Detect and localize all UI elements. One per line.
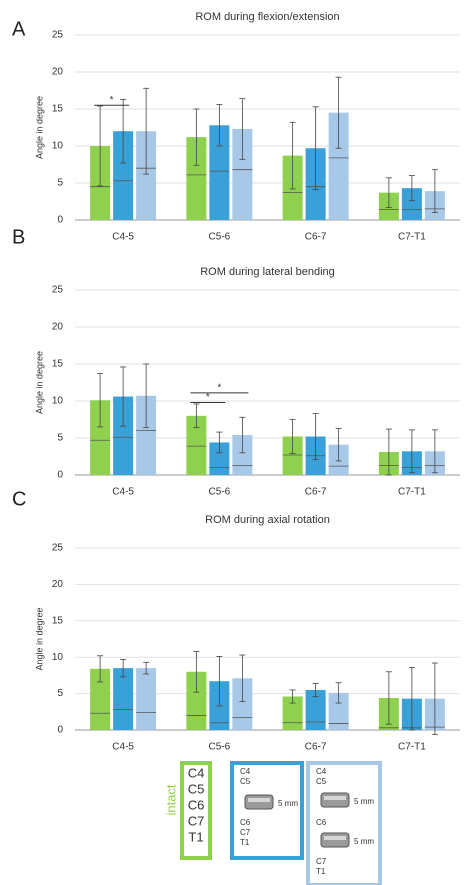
y-tick-label: 10 (52, 652, 64, 663)
bar (113, 668, 134, 730)
y-tick-label: 5 (57, 433, 63, 444)
legend-text: C6 (188, 797, 205, 812)
x-tick-label: C4-5 (112, 487, 134, 498)
legend-text: 5 mm (354, 837, 374, 846)
x-tick-label: C6-7 (305, 742, 327, 753)
x-tick-label: C7-T1 (398, 487, 426, 498)
panel-letter: A (12, 18, 26, 40)
y-axis-label: Angle in degree (34, 607, 44, 670)
legend-box (230, 761, 304, 860)
x-tick-label: C6-7 (305, 232, 327, 243)
legend-box (180, 761, 212, 860)
y-tick-label: 10 (52, 141, 64, 152)
legend-text: C6 (316, 818, 327, 827)
bar (209, 125, 230, 220)
legend-label: intact (163, 784, 178, 815)
y-tick-label: 25 (52, 30, 64, 41)
y-tick-label: 0 (57, 470, 63, 481)
bar (328, 112, 349, 220)
legend-text: C7 (188, 813, 205, 828)
y-tick-label: 5 (57, 178, 63, 189)
legend-text: C4 (316, 767, 327, 776)
legend-box (306, 761, 382, 885)
legend-text: T1 (316, 867, 326, 876)
x-tick-label: C4-5 (112, 742, 134, 753)
x-tick-label: C5-6 (209, 232, 231, 243)
bar (328, 692, 349, 730)
y-tick-label: 15 (52, 359, 64, 370)
legend-text: C5 (316, 777, 327, 786)
bar (90, 668, 111, 730)
bar (282, 696, 303, 730)
y-tick-label: 0 (57, 725, 63, 736)
bar (232, 678, 253, 730)
y-tick-label: 15 (52, 615, 64, 626)
legend-text: 5 mm (354, 797, 374, 806)
bar (186, 137, 207, 220)
implant-icon (248, 798, 270, 802)
bar (113, 131, 134, 220)
panel-letter: C (12, 488, 26, 510)
y-tick-label: 10 (52, 396, 64, 407)
legend-text: C5 (240, 777, 251, 786)
bar (401, 188, 422, 220)
x-tick-label: C7-T1 (398, 742, 426, 753)
chart-title: ROM during flexion/extension (195, 11, 339, 23)
legend-text: T1 (188, 829, 203, 844)
bar (136, 131, 157, 220)
x-tick-label: C5-6 (209, 487, 231, 498)
implant-icon (324, 796, 346, 800)
legend-text: C4 (188, 765, 205, 780)
legend-text: 5 mm (278, 799, 298, 808)
bar (282, 436, 303, 475)
chart-title: ROM during lateral bending (200, 266, 335, 278)
implant-icon (324, 836, 346, 840)
legend-text: T1 (240, 838, 250, 847)
x-tick-label: C7-T1 (398, 232, 426, 243)
y-tick-label: 15 (52, 104, 64, 115)
bar (90, 400, 111, 475)
significance-label: * (217, 383, 221, 394)
y-tick-label: 5 (57, 688, 63, 699)
bar (232, 128, 253, 220)
panel-letter: B (12, 226, 25, 248)
bar (113, 396, 134, 475)
legend-text: C5 (188, 781, 205, 796)
bar (186, 415, 207, 475)
y-tick-label: 20 (52, 322, 64, 333)
x-tick-label: C6-7 (305, 487, 327, 498)
y-tick-label: 0 (57, 215, 63, 226)
y-tick-label: 25 (52, 543, 64, 554)
legend-text: C6 (240, 818, 251, 827)
legend-text: C7 (240, 828, 251, 837)
bar (305, 689, 326, 730)
y-axis-label: Angle in degree (34, 96, 44, 159)
significance-label: * (110, 95, 114, 106)
bar (136, 668, 157, 730)
y-tick-label: 20 (52, 67, 64, 78)
chart-title: ROM during axial rotation (205, 514, 330, 526)
y-tick-label: 20 (52, 579, 64, 590)
bar (209, 442, 230, 475)
legend-text: C4 (240, 767, 251, 776)
significance-label: * (206, 392, 210, 403)
legend-text: C7 (316, 857, 327, 866)
y-axis-label: Angle in degree (34, 351, 44, 414)
bar (136, 395, 157, 475)
x-tick-label: C4-5 (112, 232, 134, 243)
x-tick-label: C5-6 (209, 742, 231, 753)
y-tick-label: 25 (52, 285, 64, 296)
